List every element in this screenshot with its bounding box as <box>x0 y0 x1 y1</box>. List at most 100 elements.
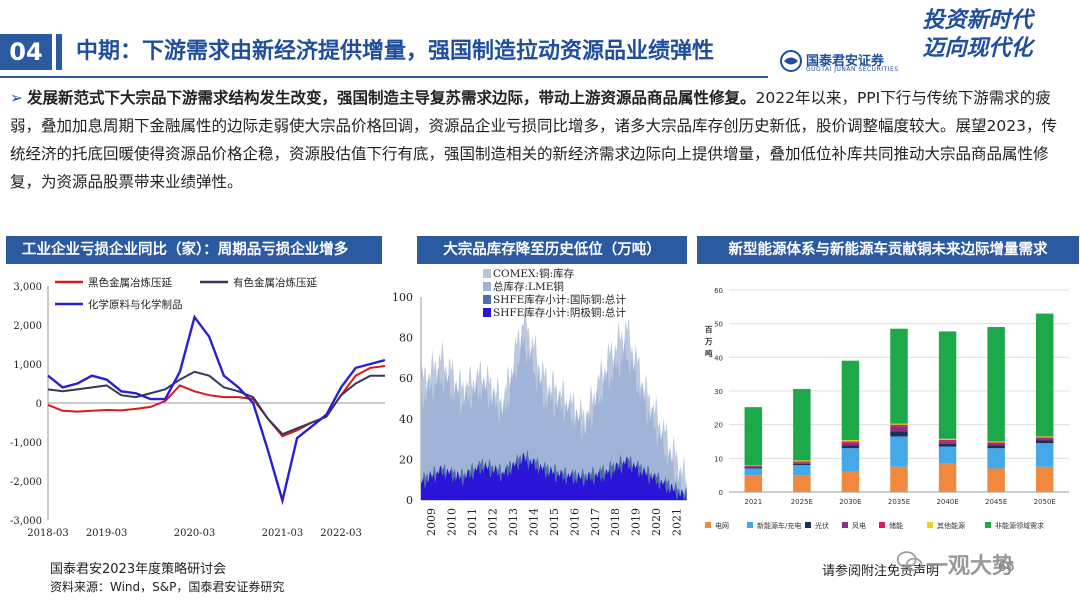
legend-swatch <box>747 522 753 528</box>
bar-segment <box>744 475 763 492</box>
bar-segment <box>1035 313 1054 437</box>
y-tick-label: 20 <box>714 422 723 430</box>
footer-event: 国泰君安2023年度策略研讨会 <box>50 562 227 577</box>
x-tick-label: 2022-03 <box>320 528 362 539</box>
bar-segment <box>841 471 860 492</box>
y-axis-label-char: 吨 <box>705 348 713 358</box>
y-tick-label: 10 <box>714 455 723 463</box>
bar-segment <box>793 460 811 462</box>
footer-disclaimer: 请参阅附注免责声明 <box>822 564 940 579</box>
bar-segment <box>1035 466 1054 492</box>
bar-segment <box>1035 443 1054 467</box>
legend-swatch <box>483 308 491 317</box>
y-tick-label: 50 <box>714 321 723 329</box>
y-axis-label-char: 百 <box>705 325 713 334</box>
bar-segment <box>841 441 860 443</box>
bar-segment <box>841 440 860 442</box>
bar-segment <box>744 407 763 466</box>
bar-segment <box>938 439 957 442</box>
x-tick-label: 2014 <box>527 508 540 536</box>
series-line <box>47 370 385 436</box>
x-tick-label: 2016 <box>568 508 581 536</box>
bar-segment <box>793 388 811 461</box>
bar-segment <box>841 442 860 446</box>
legend-label: 储能 <box>889 521 903 530</box>
legend-label: 电网 <box>715 521 729 530</box>
y-tick-label: 1,000 <box>13 360 42 371</box>
chart-2-inventory: 100 80 60 40 20 0 2009 2010 2011 2012 2013 2014 2015… <box>392 267 687 536</box>
x-tick-label: 2020 <box>650 508 663 536</box>
legend-label: 新能源车/充电 <box>757 521 801 530</box>
bar-segment <box>744 465 763 467</box>
bar-segment <box>1035 437 1054 439</box>
x-tick-label: 2011 <box>466 508 479 536</box>
y-tick-label: 3,000 <box>13 282 42 293</box>
legend-swatch <box>879 522 885 528</box>
legend-label: 非能源领域需求 <box>995 521 1044 530</box>
y-axis-label-char: 万 <box>704 337 713 346</box>
legend-label: 化学原料与化学制品 <box>88 298 183 311</box>
bar-segment <box>744 466 763 468</box>
y-tick-label: 60 <box>399 372 413 385</box>
y-tick-label: 2,000 <box>13 321 42 332</box>
bar-segment <box>987 468 1005 492</box>
x-tick-label: 2021 <box>671 508 684 536</box>
bar-segment <box>987 443 1005 446</box>
chart-1-loss-enterprises: 3,000 2,000 1,000 0 -1,000 -2,000 -3,0002018-0… <box>10 276 386 539</box>
bar-segment <box>987 441 1005 443</box>
y-tick-label: 0 <box>406 494 413 507</box>
legend-label: SHFE库存小计:阴极铜:总计 <box>493 306 626 319</box>
legend-label: 光伏 <box>815 521 829 530</box>
legend-label: 黑色金属冶炼压延 <box>88 276 172 289</box>
bar-segment <box>938 446 957 464</box>
bar-segment <box>793 475 811 492</box>
bar-segment <box>938 463 957 492</box>
y-tick-label: 0 <box>719 489 723 497</box>
wechat-watermark-text: 一观大势 <box>926 554 1015 579</box>
wechat-watermark-icon <box>896 551 923 572</box>
bar-segment <box>793 465 811 476</box>
legend-label: 有色金属冶炼压延 <box>233 276 317 289</box>
bar-segment <box>744 467 763 469</box>
x-tick-label: 2025E <box>791 498 813 506</box>
legend-label: SHFE库存小计:国际铜:总计 <box>493 293 626 306</box>
bar-segment <box>793 463 811 466</box>
bar-segment <box>890 466 908 492</box>
bar-segment <box>841 445 860 449</box>
summary-text: 2022年以来，PPI下行与传统下游需求的疲弱，叠加加息周期下金融属性的边际走弱… <box>10 89 1057 191</box>
summary-paragraph: ➢ 发展新范式下大宗品下游需求结构发生改变，强国制造主导复苏需求边际，带动上游资源… <box>10 84 1070 196</box>
chart-3-copper-demand: 60 50 40 30 20 10 0 百万吨 2021 2025E 2030E 2035E 2040E… <box>704 287 1069 530</box>
bullet-icon: ➢ <box>10 89 23 107</box>
section-bar <box>56 34 62 70</box>
legend-swatch <box>927 522 933 528</box>
y-tick-label: 100 <box>392 291 413 304</box>
x-tick-label: 2019-03 <box>86 528 128 539</box>
y-tick-label: -1,000 <box>10 438 42 449</box>
slogan-line-1: 投资新时代 <box>922 7 1033 33</box>
bar-segment <box>890 426 908 432</box>
bar-segment <box>841 360 860 441</box>
legend-swatch <box>483 269 491 278</box>
x-tick-label: 2030E <box>839 498 861 506</box>
slogan: 投资新时代 迈向现代化 <box>880 6 1075 62</box>
legend-swatch <box>985 522 991 528</box>
chart-1-title: 工业企业亏损企业同比（家）：周期品亏损企业增多 <box>6 236 382 264</box>
bar-segment <box>1035 436 1054 438</box>
bar-segment <box>938 438 957 440</box>
chart-3-title: 新型能源体系与新能源车贡献铜未来边际增量需求 <box>697 236 1079 264</box>
y-tick-label: 60 <box>714 287 723 295</box>
page-number: 66 <box>998 560 1015 575</box>
company-name-cn: 国泰君安证券 <box>806 54 885 69</box>
legend-swatch <box>842 522 848 528</box>
section-number: 04 <box>0 34 52 70</box>
y-tick-label: 30 <box>714 388 723 396</box>
x-tick-label: 2018-03 <box>27 528 69 539</box>
footer-source: 资料来源：Wind，S&P，国泰君安证券研究 <box>50 580 285 594</box>
y-tick-label: -3,000 <box>10 516 42 527</box>
slogan-line-2: 迈向现代化 <box>922 35 1033 61</box>
slide-header: 04 中期：下游需求由新经济提供增量，强国制造拉动资源品业绩弹性 <box>0 22 1080 78</box>
x-tick-label: 2012 <box>486 508 499 536</box>
legend-swatch <box>483 295 491 304</box>
y-tick-label: 40 <box>399 413 413 426</box>
legend-label: COMEX:铜:库存 <box>493 267 575 280</box>
